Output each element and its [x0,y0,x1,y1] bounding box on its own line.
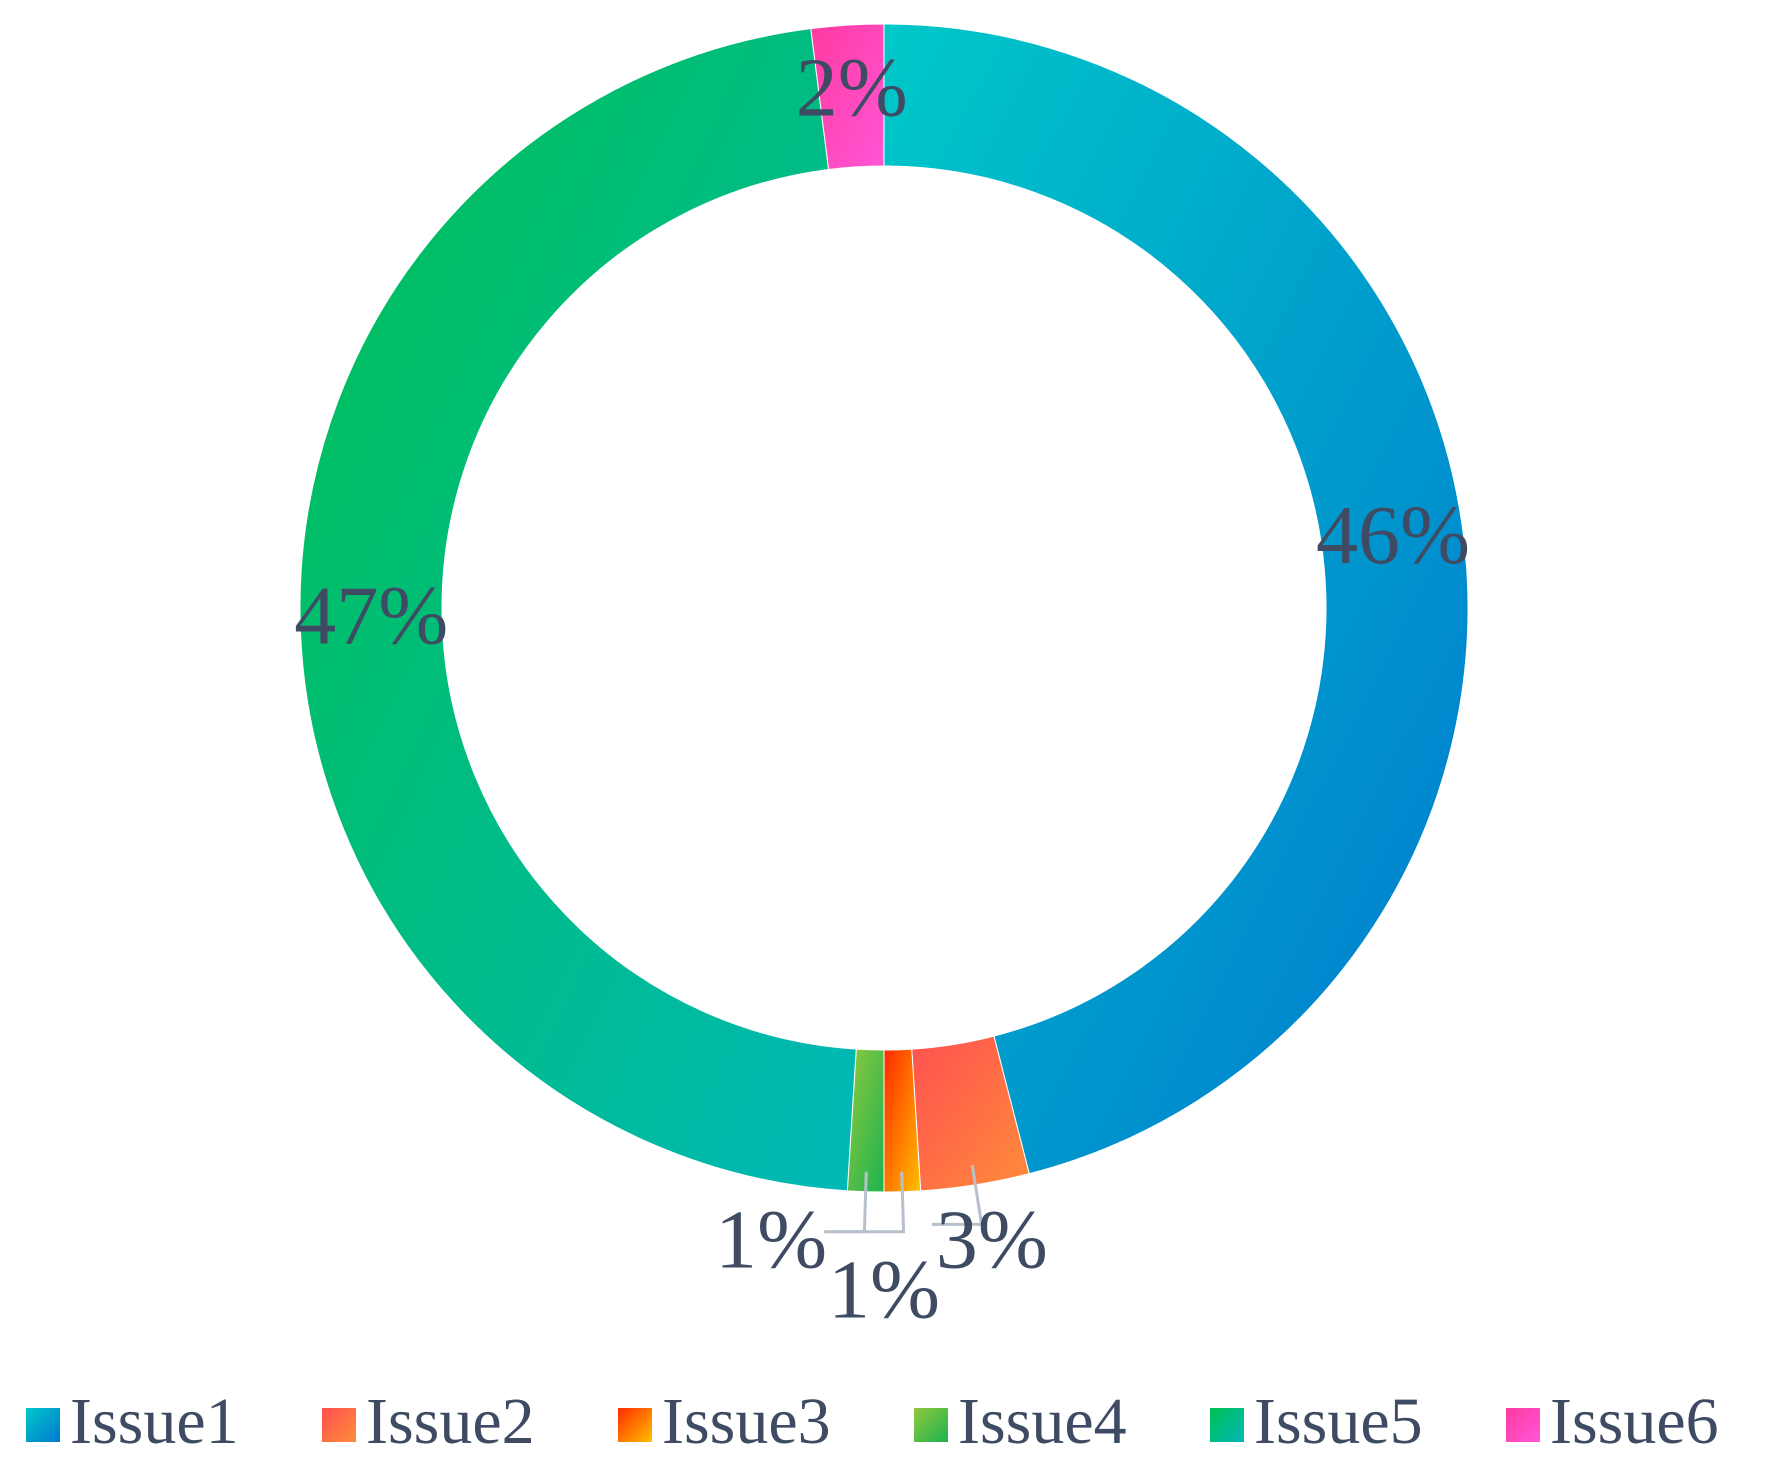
legend-swatch-issue1 [26,1408,60,1442]
legend-label-issue1: Issue1 [70,1385,239,1458]
legend-label-issue6: Issue6 [1550,1385,1719,1458]
slice-issue5 [299,28,857,1192]
data-labels: 46%3%1%1%47%2% [294,41,1470,1336]
legend-label-issue2: Issue2 [366,1385,535,1458]
leader-lines [824,1164,984,1234]
slice-issue6 [810,23,885,171]
data-label-issue4: 1% [715,1193,827,1286]
legend-label-issue3: Issue3 [662,1385,831,1458]
data-label-issue6: 2% [796,41,908,134]
slice-issue1 [883,23,1469,1175]
legend: Issue1 Issue2 Issue3 Issue4 Issue5 Issue6 [26,1385,1719,1458]
legend-label-issue4: Issue4 [958,1385,1127,1458]
leader-line-issue4 [831,1171,868,1234]
leader-line-issue2 [931,1164,984,1226]
data-label-issue3: 1% [828,1243,940,1336]
legend-swatch-issue6 [1506,1408,1540,1442]
data-label-issue5: 47% [294,569,448,662]
legend-swatch-issue5 [1210,1408,1244,1442]
legend-swatch-issue4 [914,1408,948,1442]
legend-swatch-issue3 [618,1408,652,1442]
data-label-issue2: 3% [936,1193,1048,1286]
data-label-issue1: 46% [1316,489,1470,582]
legend-label-issue5: Issue5 [1254,1385,1423,1458]
legend-swatch-issue2 [322,1408,356,1442]
donut-slices [299,23,1469,1193]
